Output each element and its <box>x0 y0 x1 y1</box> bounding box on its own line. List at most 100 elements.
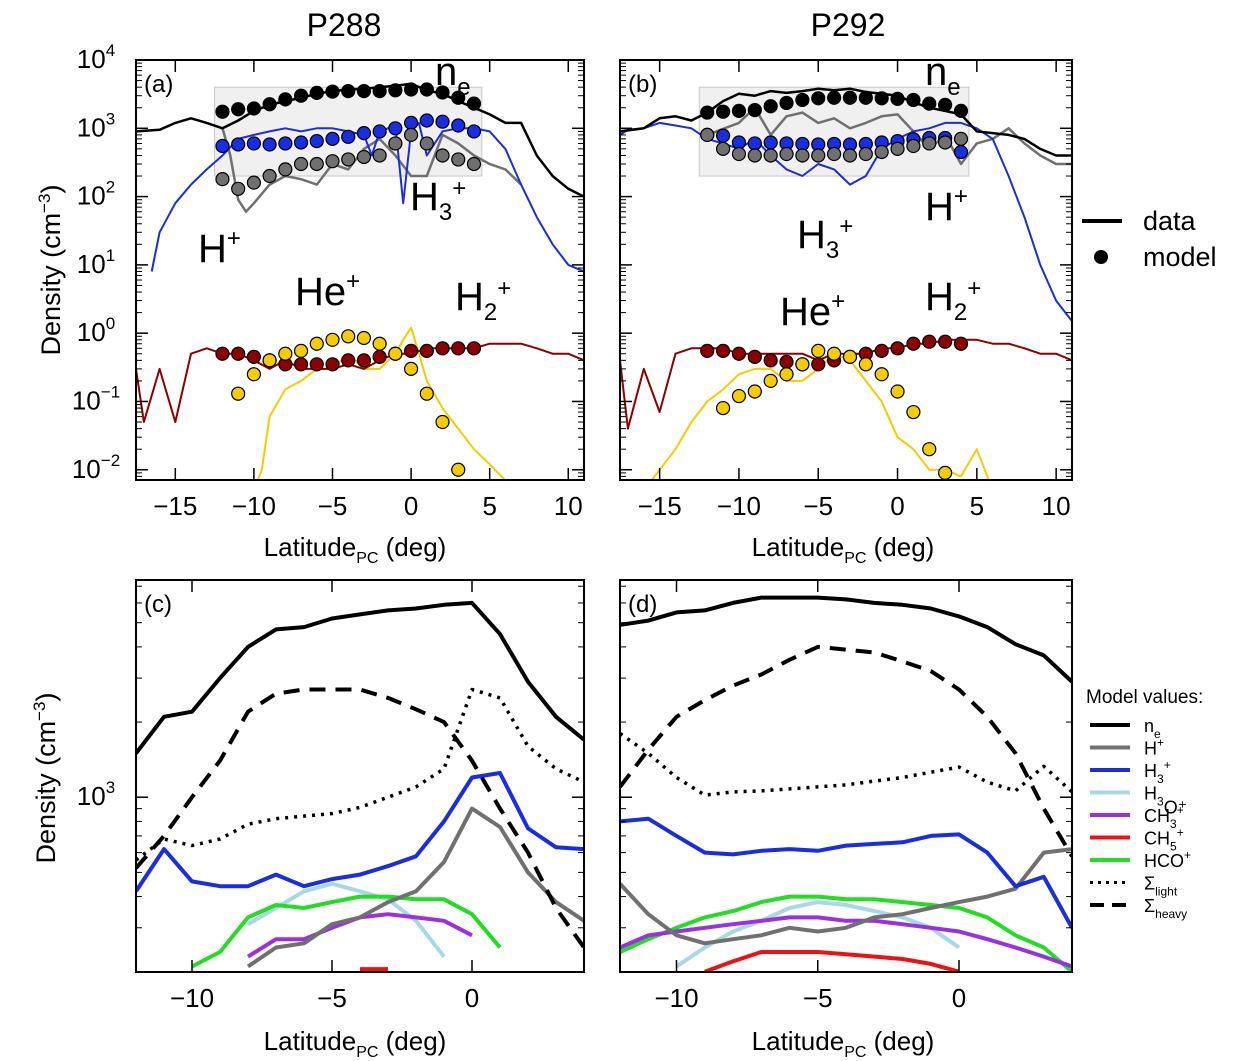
x-axis-label-b: LatitudePC (deg) <box>752 532 935 567</box>
hp-series-label: H+ <box>198 225 241 271</box>
legend-entry-label-part: Σ <box>1144 896 1155 916</box>
x-tick-label: −10 <box>654 983 698 1013</box>
hp-model-dot <box>262 168 277 184</box>
legend-entry-label-part: HCO <box>1144 851 1184 871</box>
ne-model-dot <box>779 95 794 111</box>
ne-model-dot <box>922 96 937 111</box>
h2p-series-label-part: 2 <box>954 299 967 326</box>
x-tick-label-part: 10 <box>1042 491 1071 521</box>
x-tick-label-part: −15 <box>153 491 197 521</box>
legend-entry-label-part: 3 <box>1157 772 1164 786</box>
x-axis-label-d-sub: PC <box>844 1044 866 1061</box>
h3p-model-dot <box>419 113 434 128</box>
ne-model-dot <box>341 84 356 99</box>
panel-label-part: (d) <box>628 591 657 618</box>
ne-model-dot <box>419 82 434 97</box>
plot-frame <box>135 579 585 973</box>
h3p-series-label: H3+ <box>410 175 466 226</box>
legend-model-label: model <box>1143 242 1217 272</box>
h3p-model-dot <box>388 121 403 136</box>
panel-label: (c) <box>144 591 172 618</box>
legend-entry-label-part: + <box>1157 736 1164 750</box>
h2p-model-dot <box>811 357 826 372</box>
x-tick-label: −10 <box>232 491 276 521</box>
h3p-model-dot <box>278 136 293 151</box>
y-tick-label: 10−1 <box>72 382 120 415</box>
hp-model-dot <box>747 148 762 163</box>
h3p-model-dot <box>953 144 969 160</box>
h2p-series-label: H2+ <box>925 275 981 326</box>
hp-model-dot <box>827 146 842 162</box>
h2p-model-dot <box>372 349 387 364</box>
h3p-model-dot <box>231 137 246 152</box>
ne-model-dot <box>466 96 482 111</box>
hep-model-dot <box>922 442 937 457</box>
h2p-model-dot <box>938 334 953 349</box>
ne-series-label-part: e <box>457 74 470 101</box>
x-tick-label: 0 <box>952 983 966 1013</box>
h2p-series-label-part: H <box>455 275 484 319</box>
x-tick-label-part: −10 <box>170 983 214 1013</box>
hep-model-dot <box>278 346 293 361</box>
x-axis-labels: LatitudePC (deg) LatitudePC (deg) Latitu… <box>264 532 935 1061</box>
h2p-model-dot <box>403 343 419 359</box>
y-tick-label-part: 10 <box>72 454 101 484</box>
legend-entry-label: ne <box>1144 716 1161 741</box>
hp-model-dot <box>435 148 450 163</box>
h3p-model-line <box>136 771 584 893</box>
h3op-model-line <box>675 900 961 969</box>
h2p-model-dot <box>246 349 261 364</box>
h3p-model-dot <box>262 137 277 152</box>
hep-model-dot <box>779 367 794 382</box>
y-axis-label-bottom: Density (cm−3) <box>30 693 61 864</box>
hp-model-dot <box>246 175 261 190</box>
hp-model-dot <box>842 148 858 163</box>
legend-entry-label: H3O⁺ <box>1144 784 1187 818</box>
y-axis-label-bottom-main: Density (cm <box>31 721 61 864</box>
hp-model-dot <box>700 127 715 143</box>
hp-series-label: H+ <box>925 183 968 229</box>
h2p-model-dot <box>747 349 762 364</box>
x-axis-label-c-sub: PC <box>356 1044 378 1061</box>
y-tick-label: 101 <box>77 246 115 279</box>
panel-label-part: (c) <box>144 591 172 618</box>
hep-series-label-part: He <box>295 270 346 314</box>
y-tick-label-part: 10 <box>77 181 106 211</box>
hep-model-dot <box>747 384 762 399</box>
y-axis-label-top-exp: −3 <box>35 194 54 213</box>
y-tick-label: 102 <box>77 178 115 211</box>
h3p-series-label-part: + <box>452 175 466 202</box>
hep-model-dot <box>293 343 309 359</box>
legend-entry-label-part: + <box>1177 803 1184 817</box>
ne-model-dot <box>231 102 246 117</box>
hp-model-dot <box>451 152 466 167</box>
y-tick-label-part: 1 <box>106 246 115 265</box>
hp-data-line <box>706 106 1072 166</box>
column-title-p292: P292 <box>811 7 886 43</box>
legend-entry-label-part: H <box>1144 739 1157 759</box>
hp-model-dot <box>341 152 356 167</box>
panel-c: −10 −5 0 103 (c) <box>77 579 585 1013</box>
ne-model-dot <box>842 90 858 105</box>
x-axis-label-c: LatitudePC (deg) <box>264 1026 447 1061</box>
hp-model-dot <box>403 127 419 143</box>
x-tick-label-part: 5 <box>970 491 984 521</box>
x-tick-label: 10 <box>554 491 583 521</box>
x-tick-label-part: 0 <box>952 983 966 1013</box>
ne-model-dot <box>827 90 842 105</box>
h2p-model-dot <box>356 353 372 368</box>
ne-model-line <box>620 595 1072 684</box>
hp-model-dot <box>953 131 969 146</box>
h2p-model-dot <box>341 353 356 368</box>
x-tick-label: 0 <box>465 983 479 1013</box>
hep-model-dot <box>938 465 953 480</box>
hep-model-dot <box>419 386 434 401</box>
h3p-model-dot <box>372 124 387 139</box>
h3p-model-dot <box>325 131 340 146</box>
legend-entry-label-part: H <box>1144 784 1157 804</box>
y-tick-label-part: 2 <box>106 178 115 197</box>
ne-model-dot <box>435 85 450 100</box>
y-tick-label: 103 <box>77 778 115 811</box>
panel-label-part: (a) <box>144 71 173 98</box>
